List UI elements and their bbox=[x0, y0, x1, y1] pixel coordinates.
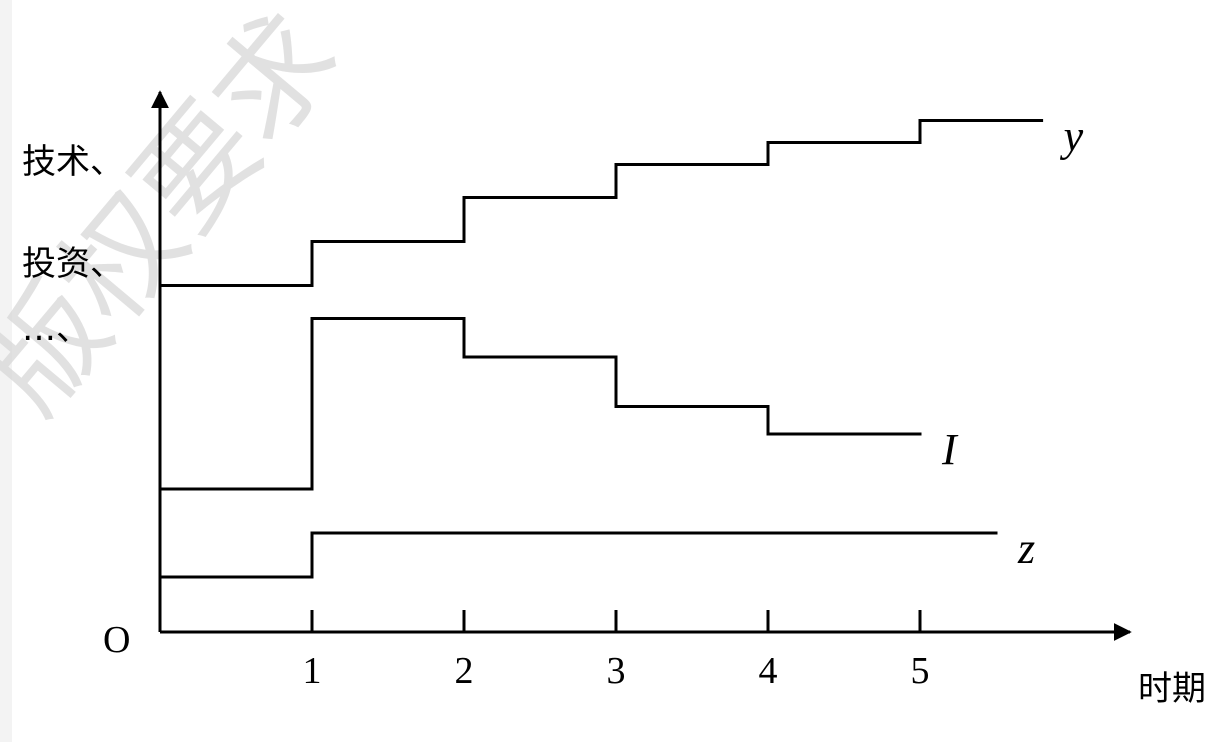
x-tick-label-5: 5 bbox=[911, 650, 930, 692]
watermark: 版权要求 bbox=[0, 0, 365, 438]
series-z-line bbox=[158, 531, 998, 579]
ylabel-line-1: 技术、 bbox=[22, 142, 124, 182]
x-tick-label-2: 2 bbox=[455, 650, 474, 692]
series-y-label: y bbox=[1060, 112, 1084, 161]
series-I-label: I bbox=[941, 425, 959, 474]
x-tick-label-1: 1 bbox=[303, 650, 322, 692]
series-I-line bbox=[158, 317, 922, 491]
x-tick-label-4: 4 bbox=[759, 650, 778, 692]
series-y-line bbox=[158, 119, 1044, 287]
x-tick-label-3: 3 bbox=[607, 650, 626, 692]
series-z-label: z bbox=[1017, 524, 1035, 573]
left-edge-band bbox=[0, 0, 12, 742]
x-axis-title: 时期 bbox=[1138, 669, 1206, 709]
ylabel-line-3: …、 bbox=[22, 309, 90, 349]
ylabel-line-2: 投资、 bbox=[22, 244, 124, 284]
x-ticks: 1 2 3 4 5 bbox=[303, 610, 930, 692]
origin-label: O bbox=[103, 619, 130, 661]
series-layer: y Iz bbox=[158, 112, 1084, 579]
